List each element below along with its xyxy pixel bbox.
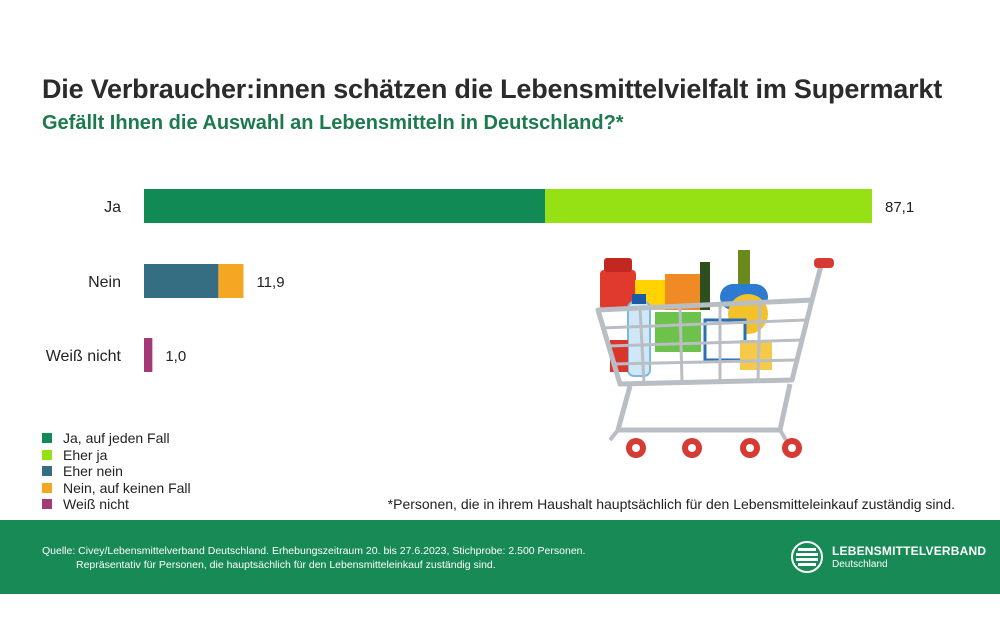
legend-swatch	[42, 499, 52, 510]
category-label: Weiß nicht	[46, 348, 122, 365]
legend-item: Ja, auf jeden Fall	[42, 430, 191, 447]
bar-segment	[144, 189, 546, 223]
bar-segment	[218, 264, 244, 298]
footer-band	[0, 520, 1000, 594]
source-note: Quelle: Civey/Lebensmittelverband Deutsc…	[42, 544, 585, 572]
category-label: Nein	[88, 274, 121, 291]
bar-segment	[144, 338, 153, 372]
value-label: 87,1	[885, 199, 914, 216]
shopping-cart-icon	[595, 250, 834, 458]
value-label: 11,9	[256, 274, 284, 291]
chart-legend: Ja, auf jeden Fall Eher ja Eher nein Nei…	[42, 430, 191, 513]
logo-subtitle: Deutschland	[832, 559, 888, 570]
legend-item: Nein, auf keinen Fall	[42, 480, 191, 497]
footnote: *Personen, die in ihrem Haushalt hauptsä…	[387, 496, 955, 512]
legend-label: Nein, auf keinen Fall	[63, 479, 191, 496]
source-line-2: Repräsentativ für Personen, die hauptsäc…	[76, 559, 496, 571]
lebensmittelverband-logo: LEBENSMITTELVERBAND Deutschland	[790, 540, 986, 574]
source-line-1: Quelle: Civey/Lebensmittelverband Deutsc…	[42, 545, 586, 557]
legend-swatch	[42, 482, 52, 493]
legend-label: Eher nein	[63, 463, 123, 480]
bar-segment	[545, 189, 872, 223]
legend-item: Weiß nicht	[42, 496, 191, 513]
legend-label: Weiß nicht	[63, 496, 129, 513]
legend-label: Ja, auf jeden Fall	[63, 430, 170, 447]
legend-swatch	[42, 433, 52, 444]
legend-label: Eher ja	[63, 446, 108, 463]
logo-name: LEBENSMITTELVERBAND	[832, 544, 987, 558]
lebensmittelverband-logo-icon	[791, 541, 823, 573]
chart-title: Die Verbraucher:innen schätzen die Leben…	[42, 74, 942, 104]
category-label: Ja	[104, 199, 121, 216]
bar-segment	[144, 264, 219, 298]
value-label: 1,0	[165, 348, 186, 365]
chart-subtitle: Gefällt Ihnen die Auswahl an Lebensmitte…	[42, 112, 624, 134]
legend-swatch	[42, 449, 52, 460]
legend-item: Eher nein	[42, 463, 191, 480]
legend-item: Eher ja	[42, 447, 191, 464]
legend-swatch	[42, 466, 52, 477]
